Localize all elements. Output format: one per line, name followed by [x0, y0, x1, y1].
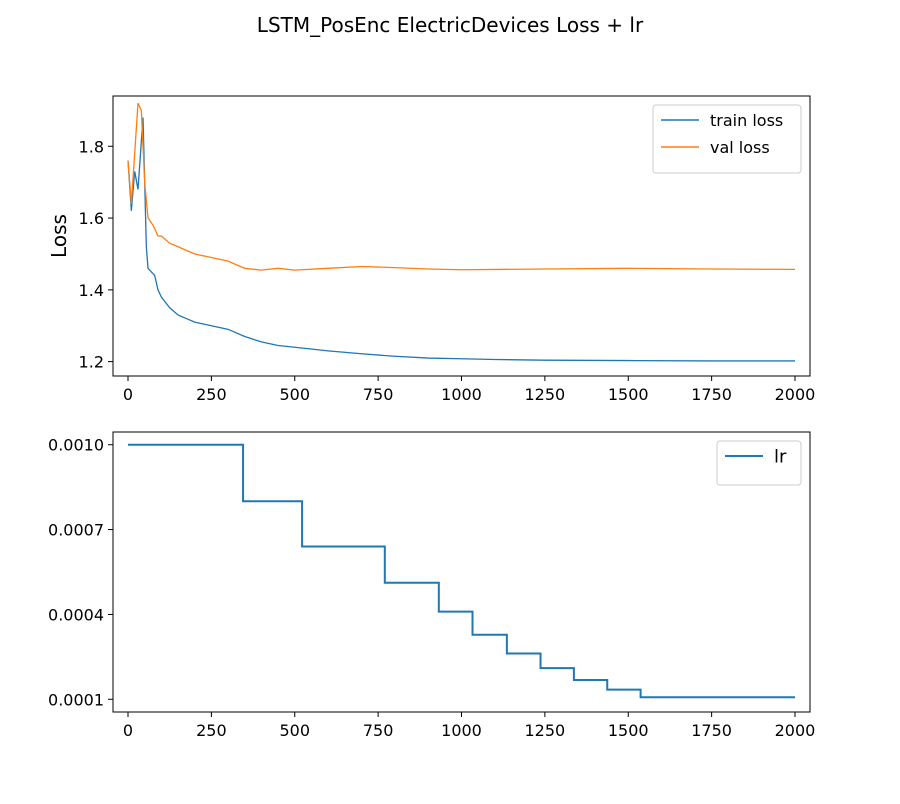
lr-xtick-label: 250 — [196, 721, 227, 740]
lr-xtick-label: 1000 — [441, 721, 482, 740]
lr-xtick-label: 1500 — [608, 721, 649, 740]
lr-legend-label: lr — [774, 446, 787, 467]
figure-title: LSTM_PosEnc ElectricDevices Loss + lr — [257, 13, 644, 37]
loss-series-train-loss-line — [127, 117, 795, 362]
loss-ytick-label: 1.6 — [79, 209, 104, 228]
lr-xtick-label: 1250 — [525, 721, 566, 740]
loss-ylabel: Loss — [47, 214, 71, 258]
loss-legend-label: val loss — [710, 138, 770, 157]
loss-legend-box — [652, 104, 802, 174]
loss-xtick-label: 2000 — [775, 385, 816, 404]
lr-ytick-label: 0.0010 — [48, 436, 104, 455]
loss-axes: 0 250 500 750 1000 1250 1500 1750 2000 1.2 1.4 1.6 1… — [47, 95, 816, 404]
loss-xtick-label: 250 — [196, 385, 227, 404]
lr-series-lr-line — [128, 443, 795, 699]
loss-xtick-label: 1500 — [608, 385, 649, 404]
lr-xtick-label: 500 — [279, 721, 310, 740]
lr-xtick-label: 2000 — [775, 721, 816, 740]
loss-ytick-label: 1.2 — [79, 353, 104, 372]
loss-xtick-label: 1750 — [691, 385, 732, 404]
loss-ytick-label: 1.8 — [79, 137, 104, 156]
lr-ytick-label: 0.0001 — [48, 690, 104, 709]
loss-xtick-label: 1000 — [441, 385, 482, 404]
lr-xtick-label: 1750 — [691, 721, 732, 740]
loss-xtick-label: 0 — [123, 385, 133, 404]
lr-xtick-label: 750 — [363, 721, 394, 740]
lr-ytick-label: 0.0004 — [48, 605, 104, 624]
lr-legend-box — [716, 440, 802, 486]
loss-xtick-label: 750 — [363, 385, 394, 404]
lr-xtick-label: 0 — [123, 721, 133, 740]
loss-series-val-loss-line — [127, 102, 795, 271]
loss-ytick-label: 1.4 — [79, 281, 104, 300]
loss-xtick-label: 1250 — [525, 385, 566, 404]
lr-axes: 0 250 500 750 1000 1250 1500 1750 2000 0.0001 0.00… — [48, 431, 816, 740]
loss-xtick-label: 500 — [279, 385, 310, 404]
lr-ytick-label: 0.0007 — [48, 521, 104, 540]
loss-legend-label: train loss — [710, 111, 783, 130]
